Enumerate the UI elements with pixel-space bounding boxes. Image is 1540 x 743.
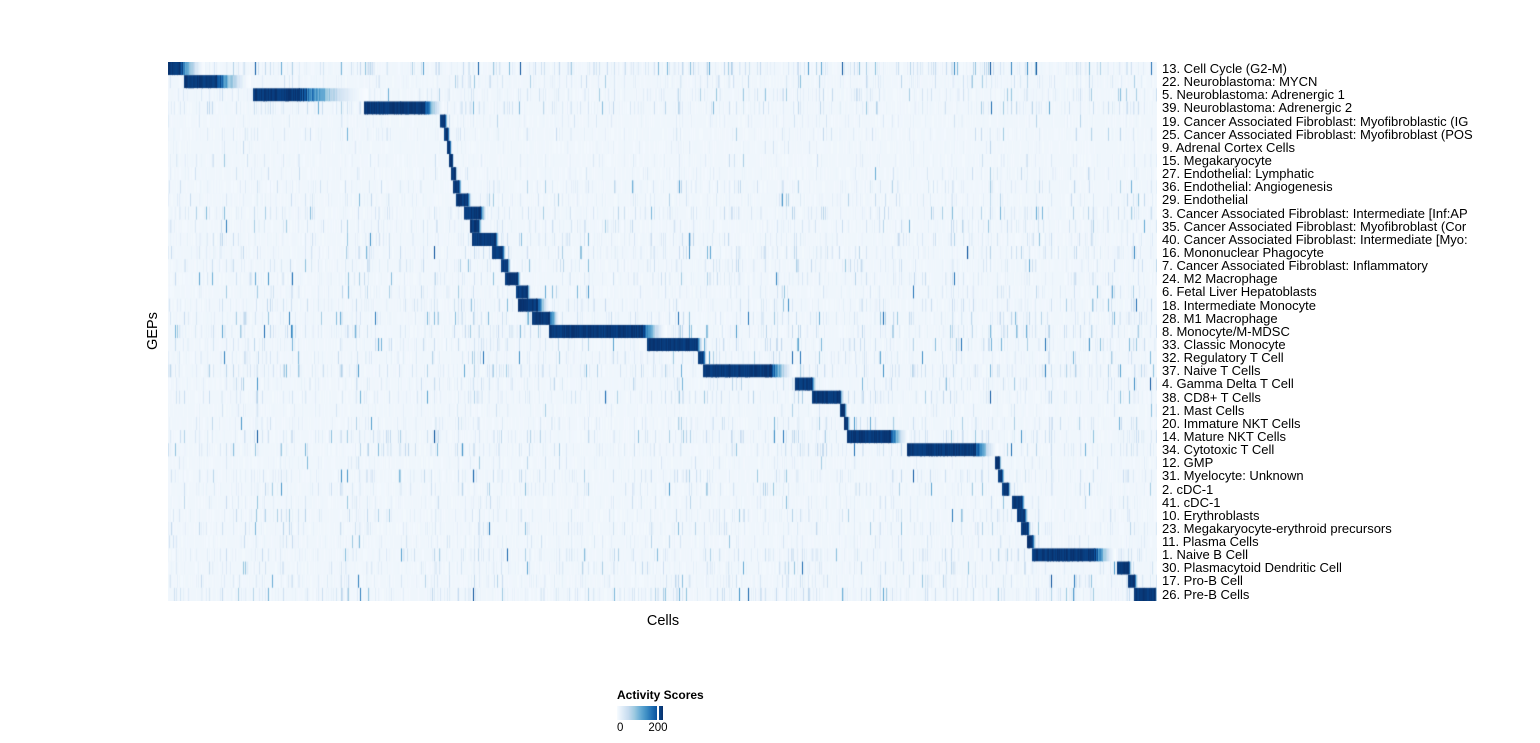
gep-label: 3. Cancer Associated Fibroblast: Interme… xyxy=(1162,205,1468,221)
gep-label: 38. CD8+ T Cells xyxy=(1162,389,1261,405)
legend-min-label: 0 xyxy=(617,722,624,734)
gep-label: 4. Gamma Delta T Cell xyxy=(1162,376,1294,392)
gep-label: 10. Erythroblasts xyxy=(1162,507,1260,523)
legend: Activity Scores 0 200 xyxy=(617,688,737,738)
gep-label: 22. Neuroblastoma: MYCN xyxy=(1162,74,1318,90)
gep-label: 11. Plasma Cells xyxy=(1162,534,1259,550)
y-axis-title: GEPs xyxy=(145,312,161,350)
gep-label: 36. Endothelial: Angiogenesis xyxy=(1162,179,1333,195)
gep-label: 19. Cancer Associated Fibroblast: Myofib… xyxy=(1162,113,1469,129)
gep-label: 32. Regulatory T Cell xyxy=(1162,350,1284,366)
gep-label: 2. cDC-1 xyxy=(1162,481,1214,497)
gep-label: 30. Plasmacytoid Dendritic Cell xyxy=(1162,560,1342,576)
gep-label: 5. Neuroblastoma: Adrenergic 1 xyxy=(1162,87,1345,103)
gep-label: 16. Mononuclear Phagocyte xyxy=(1162,244,1324,260)
gep-label: 23. Megakaryocyte-erythroid precursors xyxy=(1162,520,1392,536)
gep-label: 27. Endothelial: Lymphatic xyxy=(1162,166,1315,182)
gep-label: 34. Cytotoxic T Cell xyxy=(1162,442,1275,458)
gep-label: 20. Immature NKT Cells xyxy=(1162,415,1301,431)
gep-label: 12. GMP xyxy=(1162,455,1214,471)
gep-label: 13. Cell Cycle (G2-M) xyxy=(1162,61,1287,76)
gep-label: 39. Neuroblastoma: Adrenergic 2 xyxy=(1162,100,1353,116)
gep-label: 1. Naive B Cell xyxy=(1162,547,1248,563)
legend-colorbar xyxy=(617,706,663,720)
gep-label: 26. Pre-B Cells xyxy=(1162,586,1250,602)
gep-label: 9. Adrenal Cortex Cells xyxy=(1162,139,1295,155)
legend-axis: 0 200 xyxy=(617,722,737,738)
gep-label: 24. M2 Macrophage xyxy=(1162,271,1278,287)
gep-label: 41. cDC-1 xyxy=(1162,494,1221,510)
gep-label: 15. Megakaryocyte xyxy=(1162,152,1272,168)
gep-label: 8. Monocyte/M-MDSC xyxy=(1162,323,1290,339)
gep-label: 29. Endothelial xyxy=(1162,192,1249,208)
gep-label: 31. Myelocyte: Unknown xyxy=(1162,468,1304,484)
gep-label: 37. Naive T Cells xyxy=(1162,363,1261,379)
gep-label: 40. Cancer Associated Fibroblast: Interm… xyxy=(1162,231,1468,247)
legend-tick-label: 200 xyxy=(648,722,668,734)
gep-label: 25. Cancer Associated Fibroblast: Myofib… xyxy=(1162,126,1473,142)
gep-label: 6. Fetal Liver Hepatoblasts xyxy=(1162,284,1317,300)
gep-label: 33. Classic Monocyte xyxy=(1162,336,1286,352)
gep-label: 21. Mast Cells xyxy=(1162,402,1245,418)
gep-label: 7. Cancer Associated Fibroblast: Inflamm… xyxy=(1162,258,1428,274)
legend-tick-mark xyxy=(656,706,659,720)
gep-label: 14. Mature NKT Cells xyxy=(1162,428,1287,444)
legend-title: Activity Scores xyxy=(617,688,704,702)
gep-label-list: 13. Cell Cycle (G2-M) 22. Neuroblastoma: … xyxy=(1162,62,1473,601)
gep-label: 35. Cancer Associated Fibroblast: Myofib… xyxy=(1162,218,1467,234)
gep-label: 17. Pro-B Cell xyxy=(1162,573,1243,589)
gep-label: 18. Intermediate Monocyte xyxy=(1162,297,1316,313)
gep-label: 28. M1 Macrophage xyxy=(1162,310,1278,326)
heatmap-canvas xyxy=(168,62,1157,601)
x-axis-title: Cells xyxy=(646,613,680,629)
